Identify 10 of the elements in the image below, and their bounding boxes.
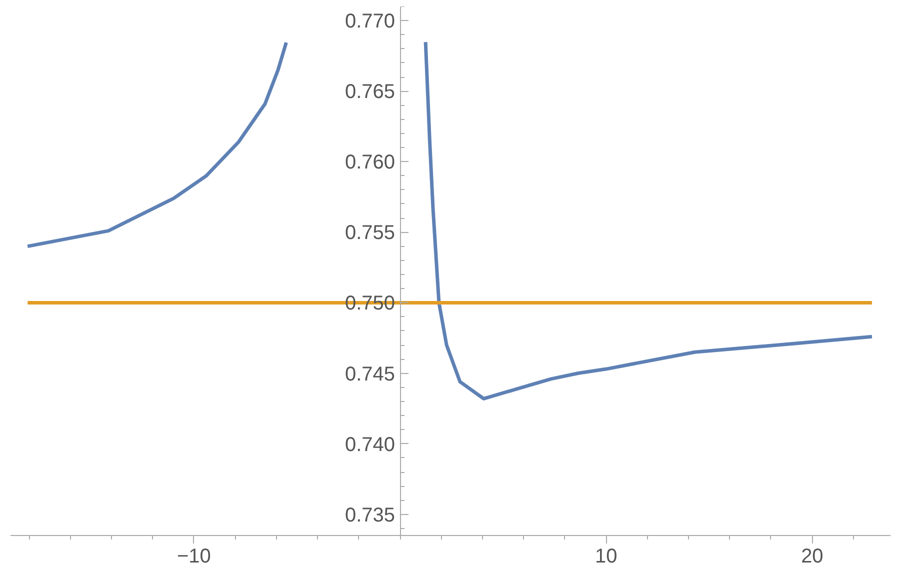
y-tick-label: 0.735 <box>344 504 396 526</box>
y-tick-label: 0.770 <box>344 10 396 33</box>
y-tick-label: 0.765 <box>344 81 396 104</box>
y-tick-label: 0.740 <box>344 434 396 456</box>
x-tick-label: 10 <box>594 546 618 568</box>
y-tick-label: 0.760 <box>344 152 396 174</box>
x-tick-label: 20 <box>801 546 824 568</box>
x-tick-label: −10 <box>176 546 211 568</box>
y-tick-label: 0.745 <box>344 363 396 386</box>
y-tick-label: 0.755 <box>344 222 396 244</box>
